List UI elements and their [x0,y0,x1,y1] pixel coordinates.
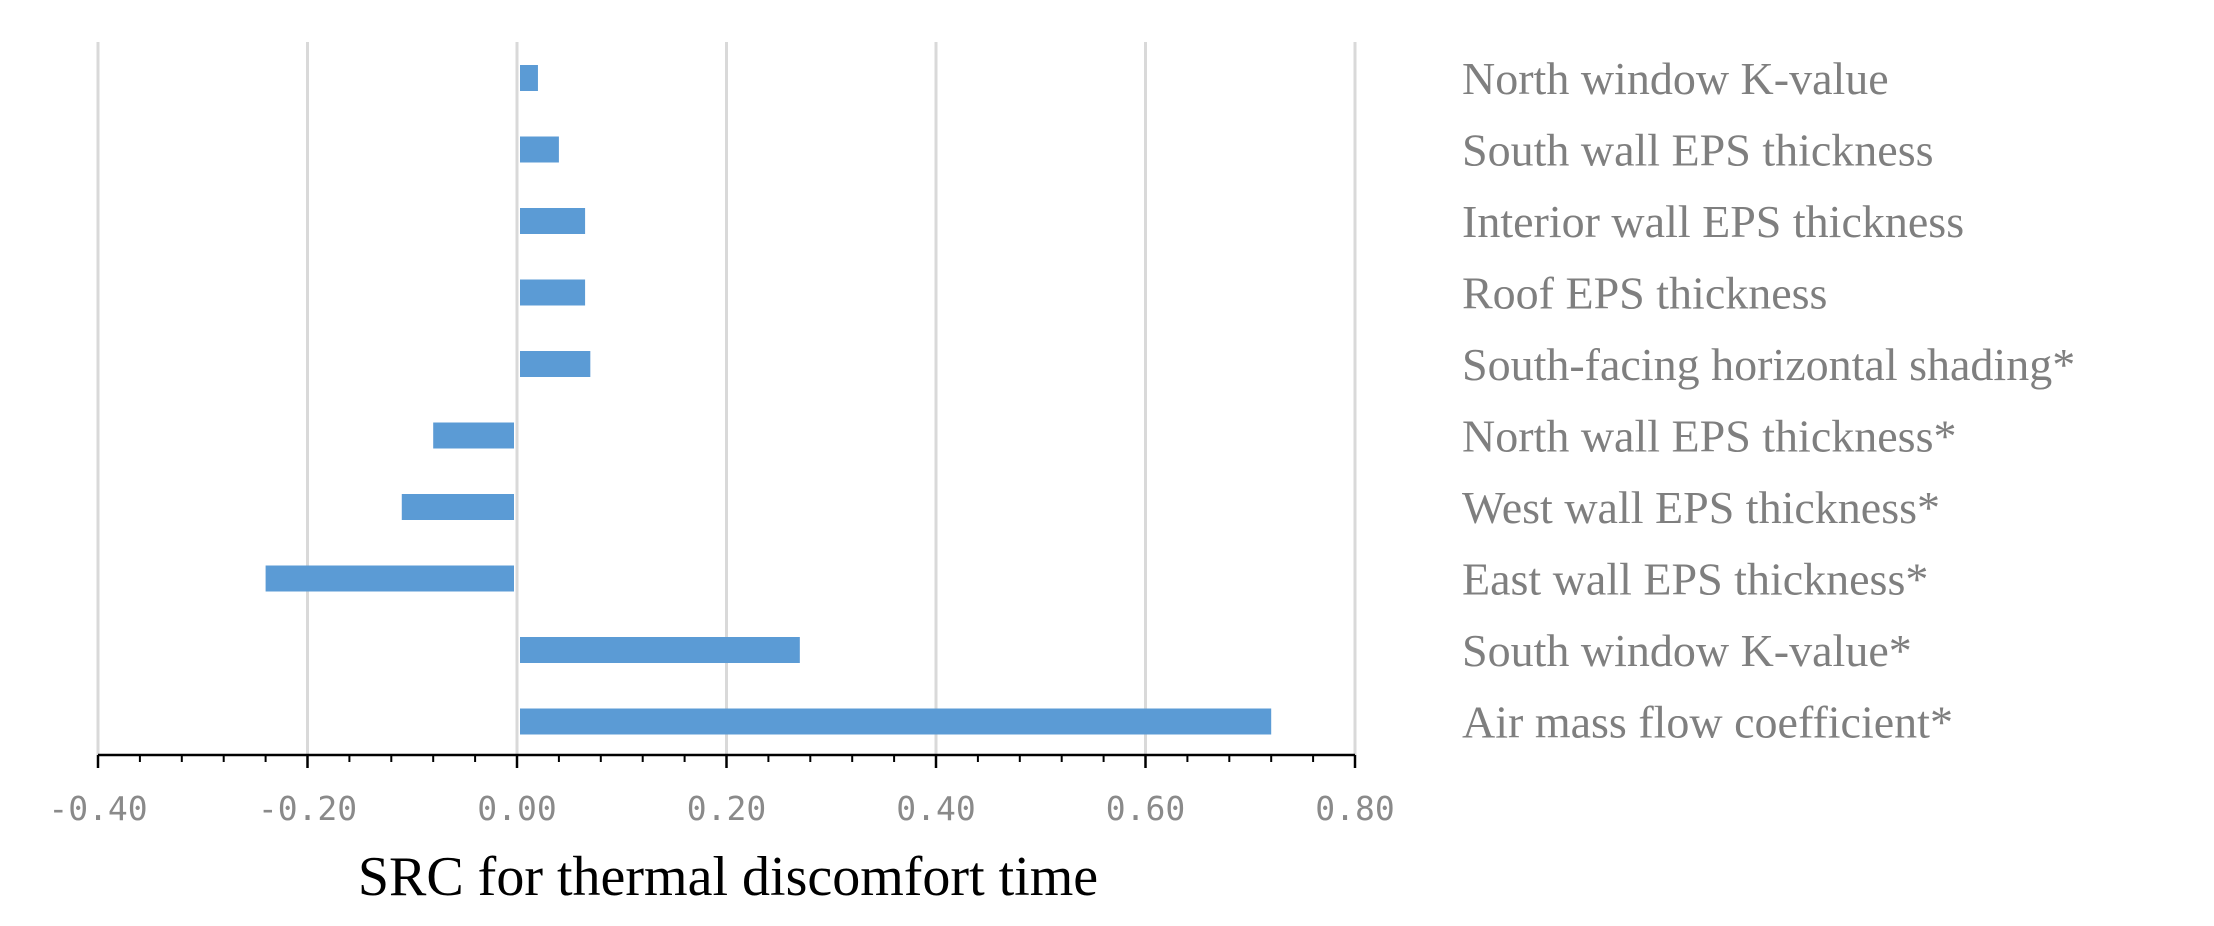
category-label: North wall EPS thickness* [1462,411,1956,462]
category-labels: North window K-value South wall EPS thick… [1462,53,2075,748]
x-tick-label: 0.40 [896,789,975,828]
category-label: East wall EPS thickness* [1462,554,1928,605]
category-label: Air mass flow coefficient* [1462,697,1953,748]
bar [520,708,1272,735]
x-axis-title: SRC for thermal discomfort time [358,846,1098,908]
category-label: South wall EPS thickness [1462,125,1934,176]
category-label: Roof EPS thickness [1462,268,1827,319]
gridlines [96,42,1357,755]
bar [520,637,800,663]
x-tick-label: 0.60 [1106,789,1185,828]
bar [520,65,538,91]
bars [265,65,1272,735]
x-tick-label: 0.80 [1315,789,1394,828]
x-tick-label: -0.40 [48,789,147,828]
category-label: North window K-value [1462,53,1889,104]
x-tick-label: 0.00 [477,789,556,828]
x-axis: -0.40 -0.20 0.00 0.20 0.40 0.60 0.80 [48,753,1395,828]
bar [520,136,559,163]
bar [433,422,514,449]
category-label: West wall EPS thickness* [1462,482,1940,533]
bar [265,565,514,592]
bar [520,279,586,306]
bar [520,351,591,377]
bar [401,494,514,520]
x-tick-label: -0.20 [258,789,357,828]
bar [520,208,586,234]
category-label: South-facing horizontal shading* [1462,339,2075,390]
category-label: Interior wall EPS thickness [1462,196,1964,247]
x-tick-label: 0.20 [687,789,766,828]
category-label: South window K-value* [1462,625,1912,676]
